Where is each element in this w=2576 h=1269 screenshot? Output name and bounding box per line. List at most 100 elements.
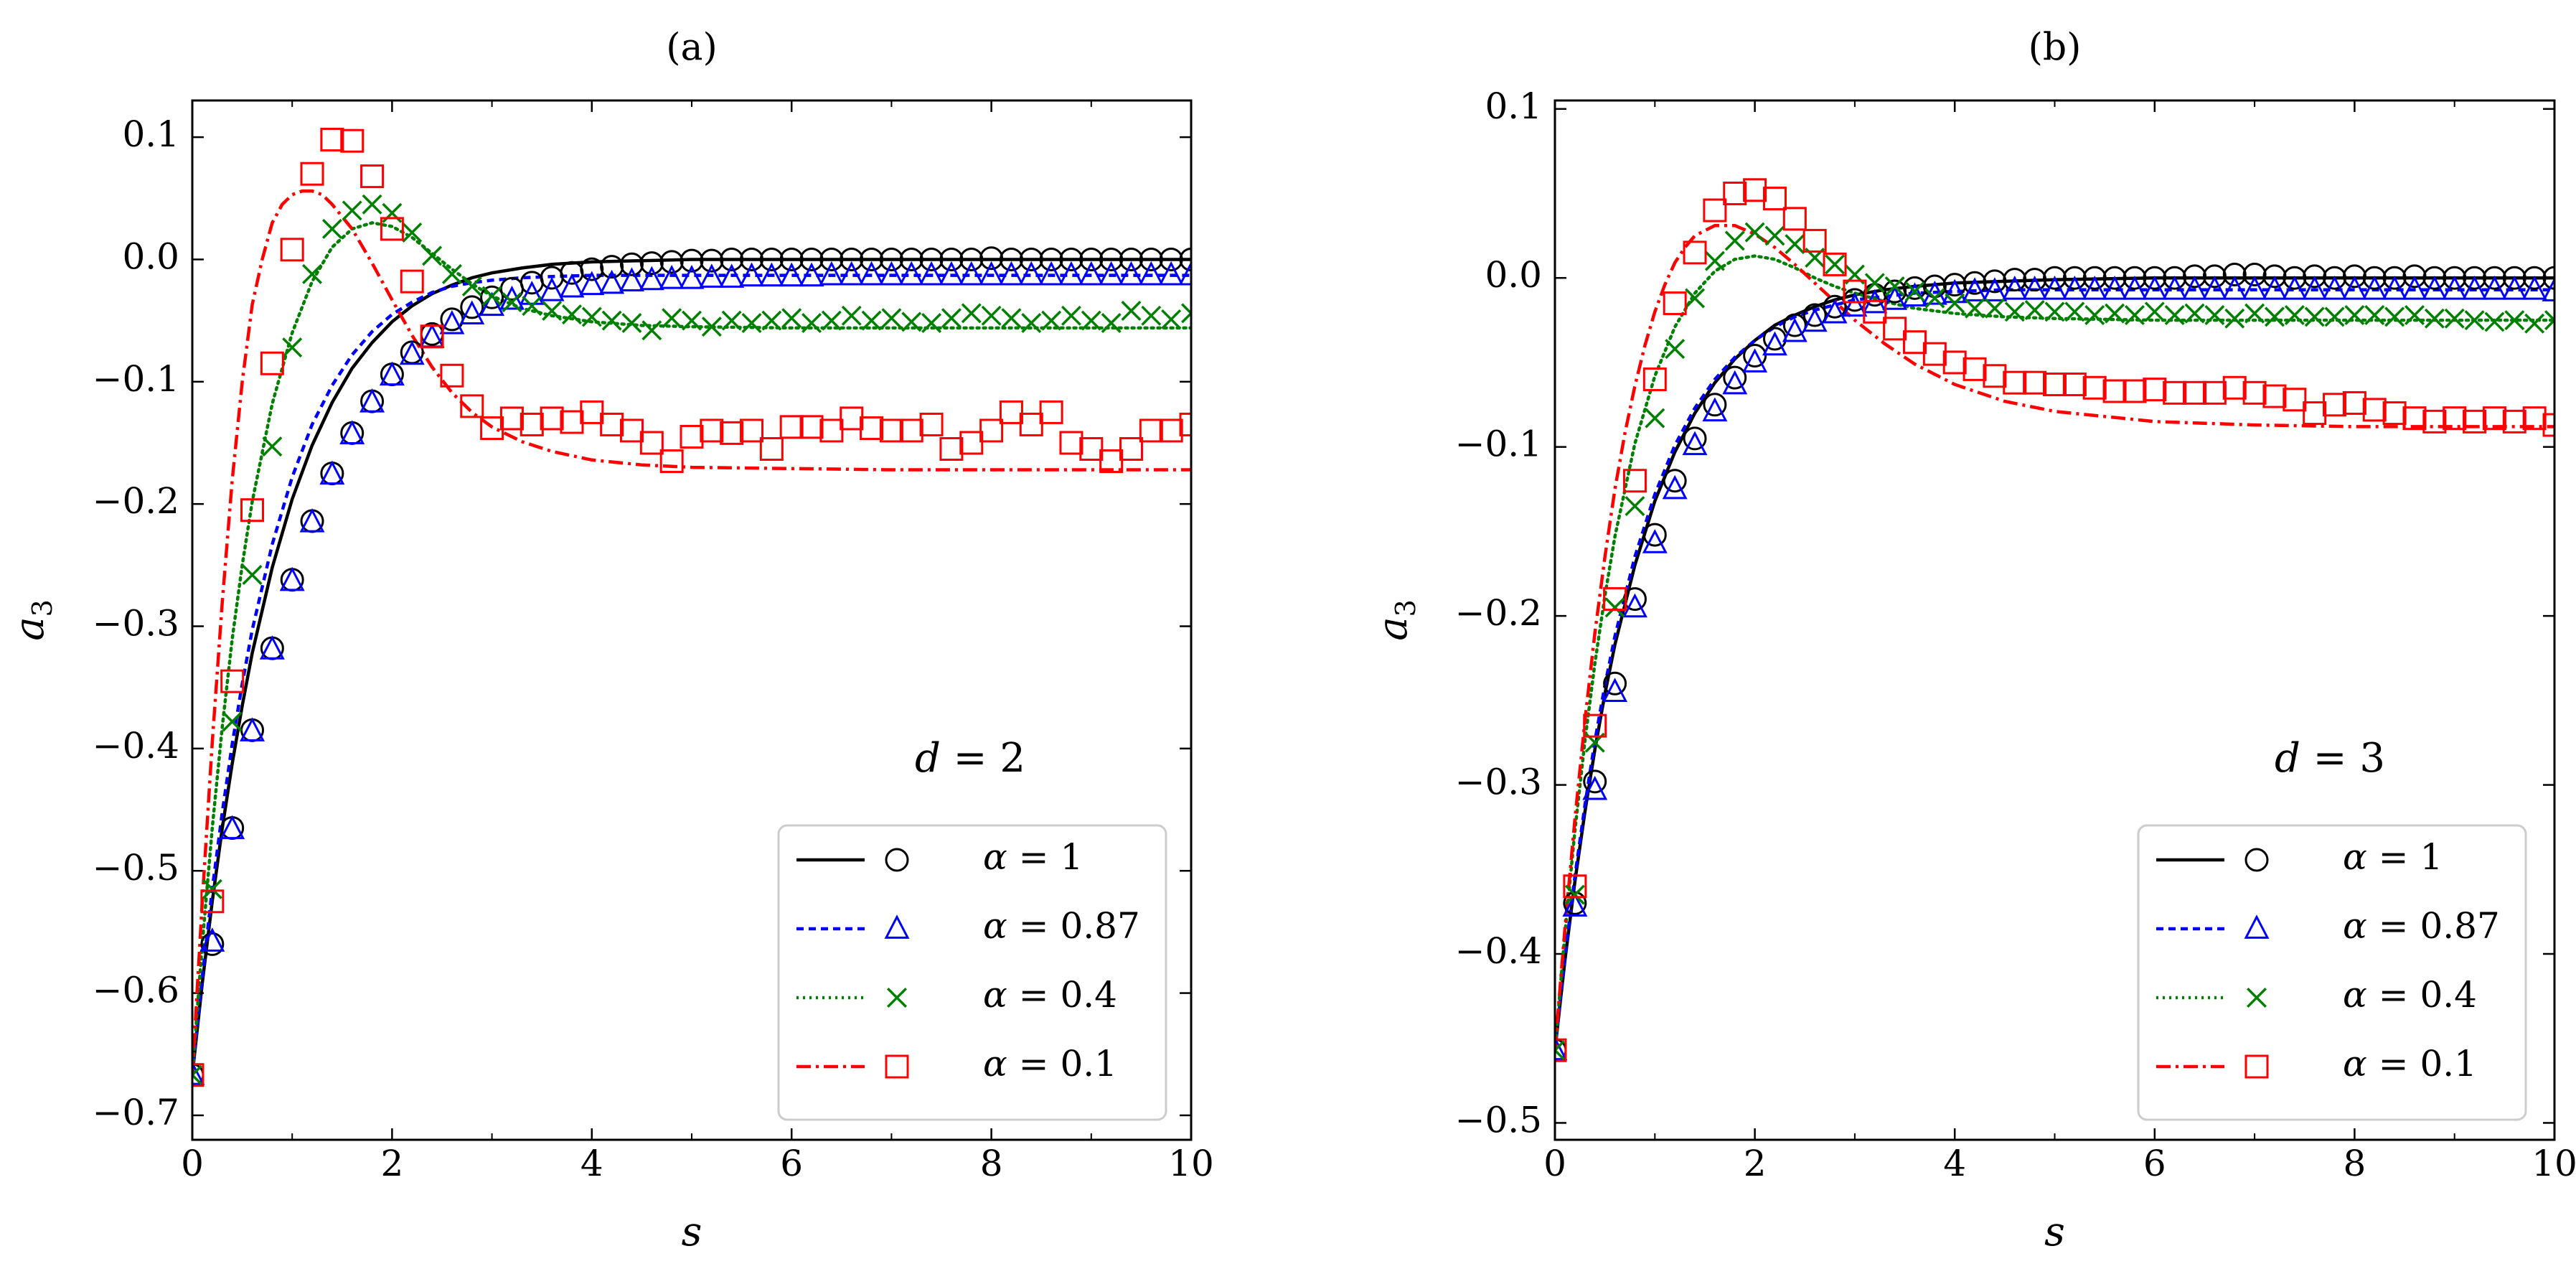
data-point-s2 bbox=[1101, 313, 1122, 334]
data-point-s2 bbox=[841, 305, 862, 326]
data-point-s1 bbox=[479, 291, 505, 317]
data-point-s2 bbox=[2004, 301, 2025, 322]
data-point-s3 bbox=[2422, 409, 2447, 434]
data-point-s1 bbox=[399, 340, 425, 365]
series-line-3 bbox=[192, 189, 1191, 1075]
data-point-s1 bbox=[2262, 275, 2288, 300]
data-point-s1 bbox=[2162, 275, 2188, 300]
data-point-s2 bbox=[2284, 305, 2305, 326]
data-point-s3 bbox=[1683, 240, 1707, 265]
y-tick-label: −0.7 bbox=[93, 1092, 179, 1133]
data-point-s2 bbox=[1161, 309, 1182, 329]
data-point-s0 bbox=[2443, 266, 2467, 290]
data-point-s1 bbox=[2422, 275, 2448, 300]
data-point-s2 bbox=[1181, 303, 1191, 324]
data-point-s1 bbox=[1982, 277, 2008, 301]
data-point-s2 bbox=[2024, 299, 2045, 320]
data-point-s3 bbox=[1603, 587, 1627, 612]
data-point-s2 bbox=[561, 304, 582, 325]
data-point-s3 bbox=[2163, 380, 2187, 405]
data-point-s1 bbox=[2201, 275, 2227, 300]
series-line-0 bbox=[1555, 276, 2554, 1051]
data-point-s0 bbox=[1059, 247, 1083, 271]
data-point-s3 bbox=[2443, 406, 2467, 431]
data-point-s3 bbox=[779, 415, 804, 439]
data-point-s2 bbox=[901, 312, 922, 332]
data-point-s2 bbox=[282, 337, 303, 358]
data-point-s2 bbox=[1825, 254, 1846, 275]
data-point-s1 bbox=[1762, 331, 1787, 356]
data-point-s3 bbox=[2202, 380, 2227, 405]
data-point-s1 bbox=[1882, 286, 1908, 310]
panel-title: (a) bbox=[666, 27, 718, 70]
data-point-s2 bbox=[2504, 310, 2525, 331]
data-point-s2 bbox=[921, 313, 942, 334]
data-point-s1 bbox=[619, 267, 644, 291]
data-point-s0 bbox=[2303, 264, 2327, 289]
data-point-s0 bbox=[1099, 247, 1124, 271]
y-tick-label: −0.3 bbox=[93, 603, 179, 645]
data-point-s2 bbox=[542, 301, 563, 321]
data-point-s1 bbox=[2282, 275, 2308, 300]
data-point-s2 bbox=[1081, 310, 1101, 331]
data-point-s3 bbox=[2102, 379, 2127, 403]
data-point-s0 bbox=[2043, 266, 2067, 290]
data-point-s1 bbox=[1018, 261, 1044, 286]
data-point-s3 bbox=[260, 351, 284, 375]
data-point-s3 bbox=[1782, 207, 1807, 231]
data-point-s3 bbox=[1723, 181, 1747, 205]
x-tick-label: 8 bbox=[980, 1143, 1003, 1184]
dimension-annotation: d = 2 bbox=[915, 735, 1025, 782]
plot-frame bbox=[1553, 99, 2556, 1141]
data-point-s2 bbox=[2064, 301, 2085, 322]
data-point-s0 bbox=[840, 247, 864, 271]
legend-marker-3 bbox=[2244, 1054, 2269, 1079]
data-point-s1 bbox=[1099, 261, 1124, 286]
data-point-s0 bbox=[1159, 247, 1183, 271]
data-point-s1 bbox=[1119, 261, 1144, 286]
data-point-s1 bbox=[1622, 593, 1647, 618]
x-tick-label: 4 bbox=[1943, 1143, 1966, 1184]
data-point-s3 bbox=[2283, 388, 2307, 412]
data-point-s1 bbox=[699, 263, 725, 288]
legend-marker-0 bbox=[885, 848, 909, 872]
data-point-s1 bbox=[1962, 277, 1988, 301]
y-tick-label: −0.4 bbox=[93, 725, 179, 767]
data-point-s0 bbox=[1962, 271, 1987, 295]
data-point-s3 bbox=[2242, 380, 2267, 405]
y-tick-label: −0.1 bbox=[93, 358, 179, 400]
data-point-s2 bbox=[2484, 312, 2505, 332]
y-axis-label: a3 bbox=[1370, 599, 1421, 641]
data-point-s3 bbox=[700, 418, 724, 443]
data-point-s3 bbox=[2342, 390, 2366, 415]
data-point-s0 bbox=[460, 295, 484, 319]
data-point-s1 bbox=[1555, 1036, 1568, 1061]
data-point-s0 bbox=[1019, 247, 1043, 271]
data-point-s3 bbox=[2362, 398, 2387, 422]
data-point-s3 bbox=[300, 161, 324, 186]
data-point-s1 bbox=[2501, 275, 2527, 300]
data-point-s0 bbox=[2402, 264, 2427, 289]
data-point-s3 bbox=[1583, 713, 1607, 738]
data-point-s1 bbox=[199, 927, 225, 952]
data-point-s2 bbox=[1704, 250, 1725, 271]
data-point-s3 bbox=[1119, 437, 1143, 462]
series-line-0 bbox=[192, 258, 1191, 1075]
x-tick-label: 0 bbox=[1543, 1143, 1566, 1184]
data-point-s0 bbox=[1603, 671, 1627, 696]
data-point-s2 bbox=[242, 564, 263, 585]
data-point-s1 bbox=[459, 300, 485, 324]
data-point-s1 bbox=[2442, 275, 2468, 300]
x-tick-label: 10 bbox=[1168, 1143, 1214, 1184]
data-point-s0 bbox=[600, 255, 624, 279]
legend: α = 1 α = 0.87 α = 0.4 α = 0.1 bbox=[777, 824, 1167, 1121]
legend-label-0: α = 1 bbox=[983, 836, 1083, 878]
data-point-s3 bbox=[939, 437, 964, 462]
legend-box bbox=[777, 824, 1167, 1121]
data-point-s0 bbox=[779, 247, 804, 271]
data-point-s1 bbox=[1038, 261, 1064, 286]
x-tick-label: 0 bbox=[181, 1143, 204, 1184]
data-point-s3 bbox=[2082, 375, 2107, 400]
data-point-s3 bbox=[2303, 401, 2327, 426]
data-point-s3 bbox=[240, 498, 265, 523]
